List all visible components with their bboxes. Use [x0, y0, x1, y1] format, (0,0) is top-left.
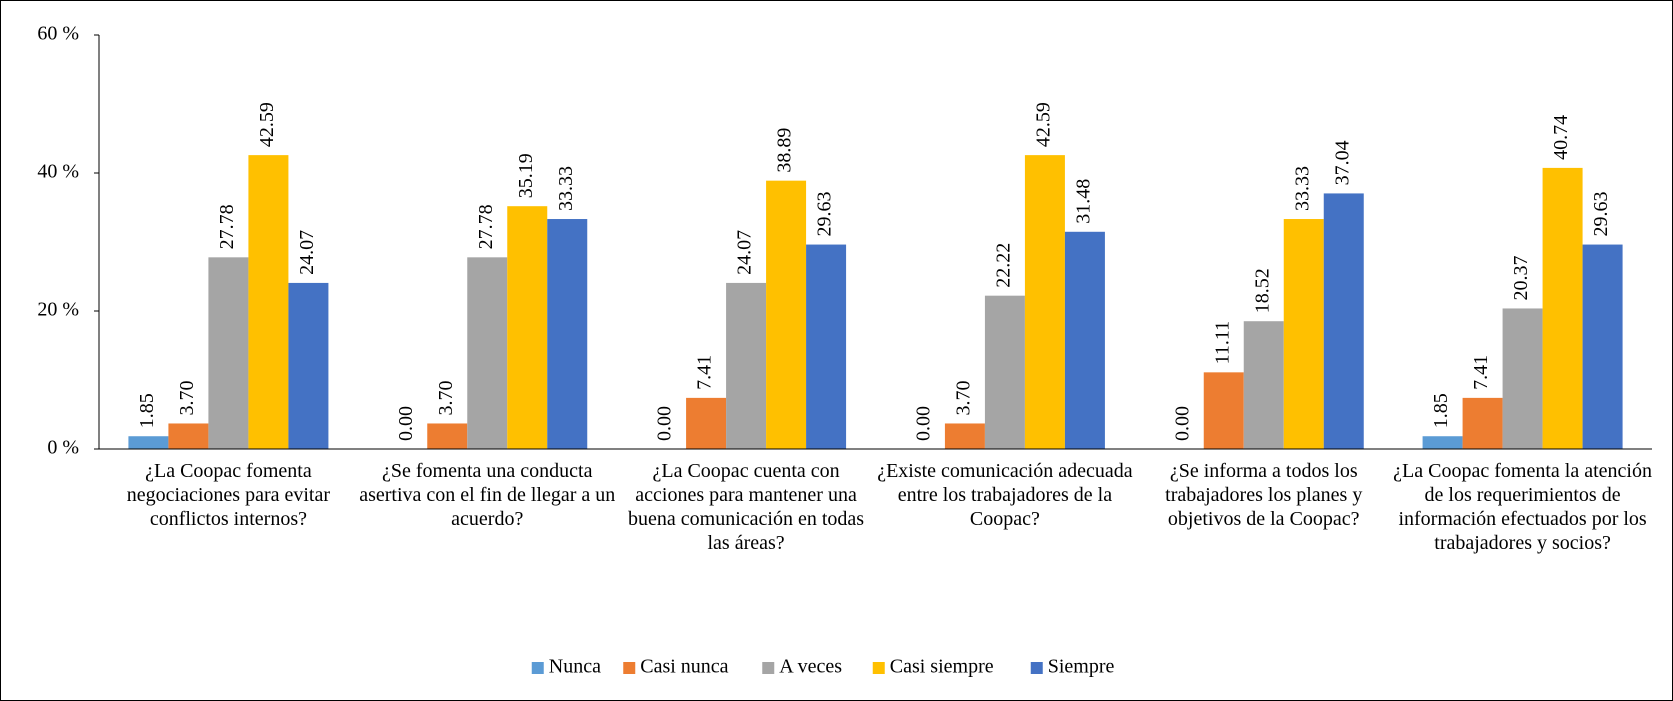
- legend-label: Siempre: [1048, 656, 1115, 678]
- bar: [168, 423, 209, 449]
- x-tick-label: ¿Existe comunicación adecuada entre los …: [877, 460, 1133, 530]
- x-tick-label: ¿La Coopac cuenta con acciones para mant…: [628, 460, 865, 554]
- y-tick-label: 20 %: [37, 299, 79, 321]
- x-tick-label: ¿Se informa a todos los trabajadores los…: [1165, 460, 1363, 530]
- y-tick-label: 60 %: [37, 23, 79, 45]
- legend-swatch: [531, 662, 544, 674]
- data-label: 24.07: [734, 230, 756, 275]
- data-label: 37.04: [1331, 140, 1353, 185]
- bar: [1283, 219, 1324, 449]
- bar: [1582, 244, 1623, 449]
- data-label: 1.85: [136, 393, 158, 428]
- x-tick-label-box: ¿Se informa a todos los trabajadores los…: [1165, 460, 1363, 530]
- bar: [1243, 321, 1284, 449]
- data-label: 1.85: [1430, 393, 1452, 428]
- data-label: 33.33: [1291, 166, 1313, 211]
- data-label: 20.37: [1510, 255, 1532, 300]
- bar: [726, 282, 767, 449]
- bar: [1502, 308, 1543, 449]
- bar: [944, 423, 985, 449]
- data-label: 22.22: [993, 243, 1015, 288]
- data-label: 18.52: [1251, 268, 1273, 313]
- x-tick-label-box: ¿Existe comunicación adecuada entre los …: [877, 460, 1133, 530]
- x-tick-label-box: ¿La Coopac cuenta con acciones para mant…: [628, 460, 865, 554]
- data-label: 0.00: [913, 406, 935, 441]
- bar: [128, 436, 169, 449]
- data-label: 27.78: [475, 204, 497, 249]
- bar: [1323, 193, 1364, 449]
- data-label: 29.63: [814, 192, 836, 237]
- legend-label: Nunca: [549, 656, 601, 678]
- data-label: 42.59: [1033, 102, 1055, 147]
- x-tick-label-box: ¿La Coopac fomenta la atención de los re…: [1393, 460, 1652, 554]
- bar: [208, 257, 249, 449]
- bar: [1064, 231, 1105, 449]
- data-label: 24.07: [296, 230, 318, 275]
- x-tick-label: ¿La Coopac fomenta negociaciones para ev…: [126, 460, 331, 530]
- x-tick-label-box: ¿La Coopac fomenta negociaciones para ev…: [126, 460, 331, 530]
- bar: [1203, 372, 1244, 449]
- x-tick-label-box: ¿Se fomenta una conducta asertiva con el…: [359, 460, 616, 530]
- data-label: 31.48: [1073, 179, 1095, 224]
- legend-swatch: [623, 662, 636, 674]
- data-label: 27.78: [216, 204, 238, 249]
- data-label: 42.59: [256, 102, 278, 147]
- data-label: 3.70: [435, 380, 457, 415]
- legend-label: A veces: [779, 656, 842, 678]
- x-tick-label: ¿Se fomenta una conducta asertiva con el…: [359, 460, 616, 530]
- data-label: 40.74: [1550, 115, 1572, 160]
- bar: [766, 180, 807, 449]
- data-label: 3.70: [953, 380, 975, 415]
- data-label: 35.19: [515, 153, 537, 198]
- legend-swatch: [762, 662, 775, 674]
- bar: [984, 295, 1025, 449]
- data-label: 0.00: [1171, 406, 1193, 441]
- data-label: 38.89: [774, 128, 796, 173]
- bar: [1542, 167, 1583, 450]
- legend-label: Casi siempre: [890, 656, 994, 678]
- bar: [1462, 397, 1503, 449]
- bar: [427, 423, 468, 449]
- x-tick-label: ¿La Coopac fomenta la atención de los re…: [1393, 460, 1652, 554]
- legend-swatch: [1030, 662, 1043, 674]
- data-label: 3.70: [176, 380, 198, 415]
- data-label: 7.41: [694, 355, 716, 390]
- y-tick-label: 40 %: [37, 161, 79, 183]
- bar: [806, 244, 847, 449]
- bar: [1422, 436, 1463, 449]
- data-label: 11.11: [1211, 321, 1233, 365]
- legend-swatch: [872, 662, 885, 674]
- y-tick-label: 0 %: [47, 437, 79, 459]
- bar: [686, 397, 727, 449]
- data-label: 29.63: [1590, 192, 1612, 237]
- bar: [547, 219, 588, 449]
- bar: [288, 282, 329, 449]
- data-label: 7.41: [1470, 355, 1492, 390]
- bar: [248, 155, 289, 449]
- bar: [507, 206, 548, 449]
- data-label: 33.33: [555, 166, 577, 211]
- bar: [1024, 155, 1065, 449]
- legend-label: Casi nunca: [640, 656, 728, 678]
- data-label: 0.00: [395, 406, 417, 441]
- data-label: 0.00: [654, 406, 676, 441]
- bar: [467, 257, 508, 449]
